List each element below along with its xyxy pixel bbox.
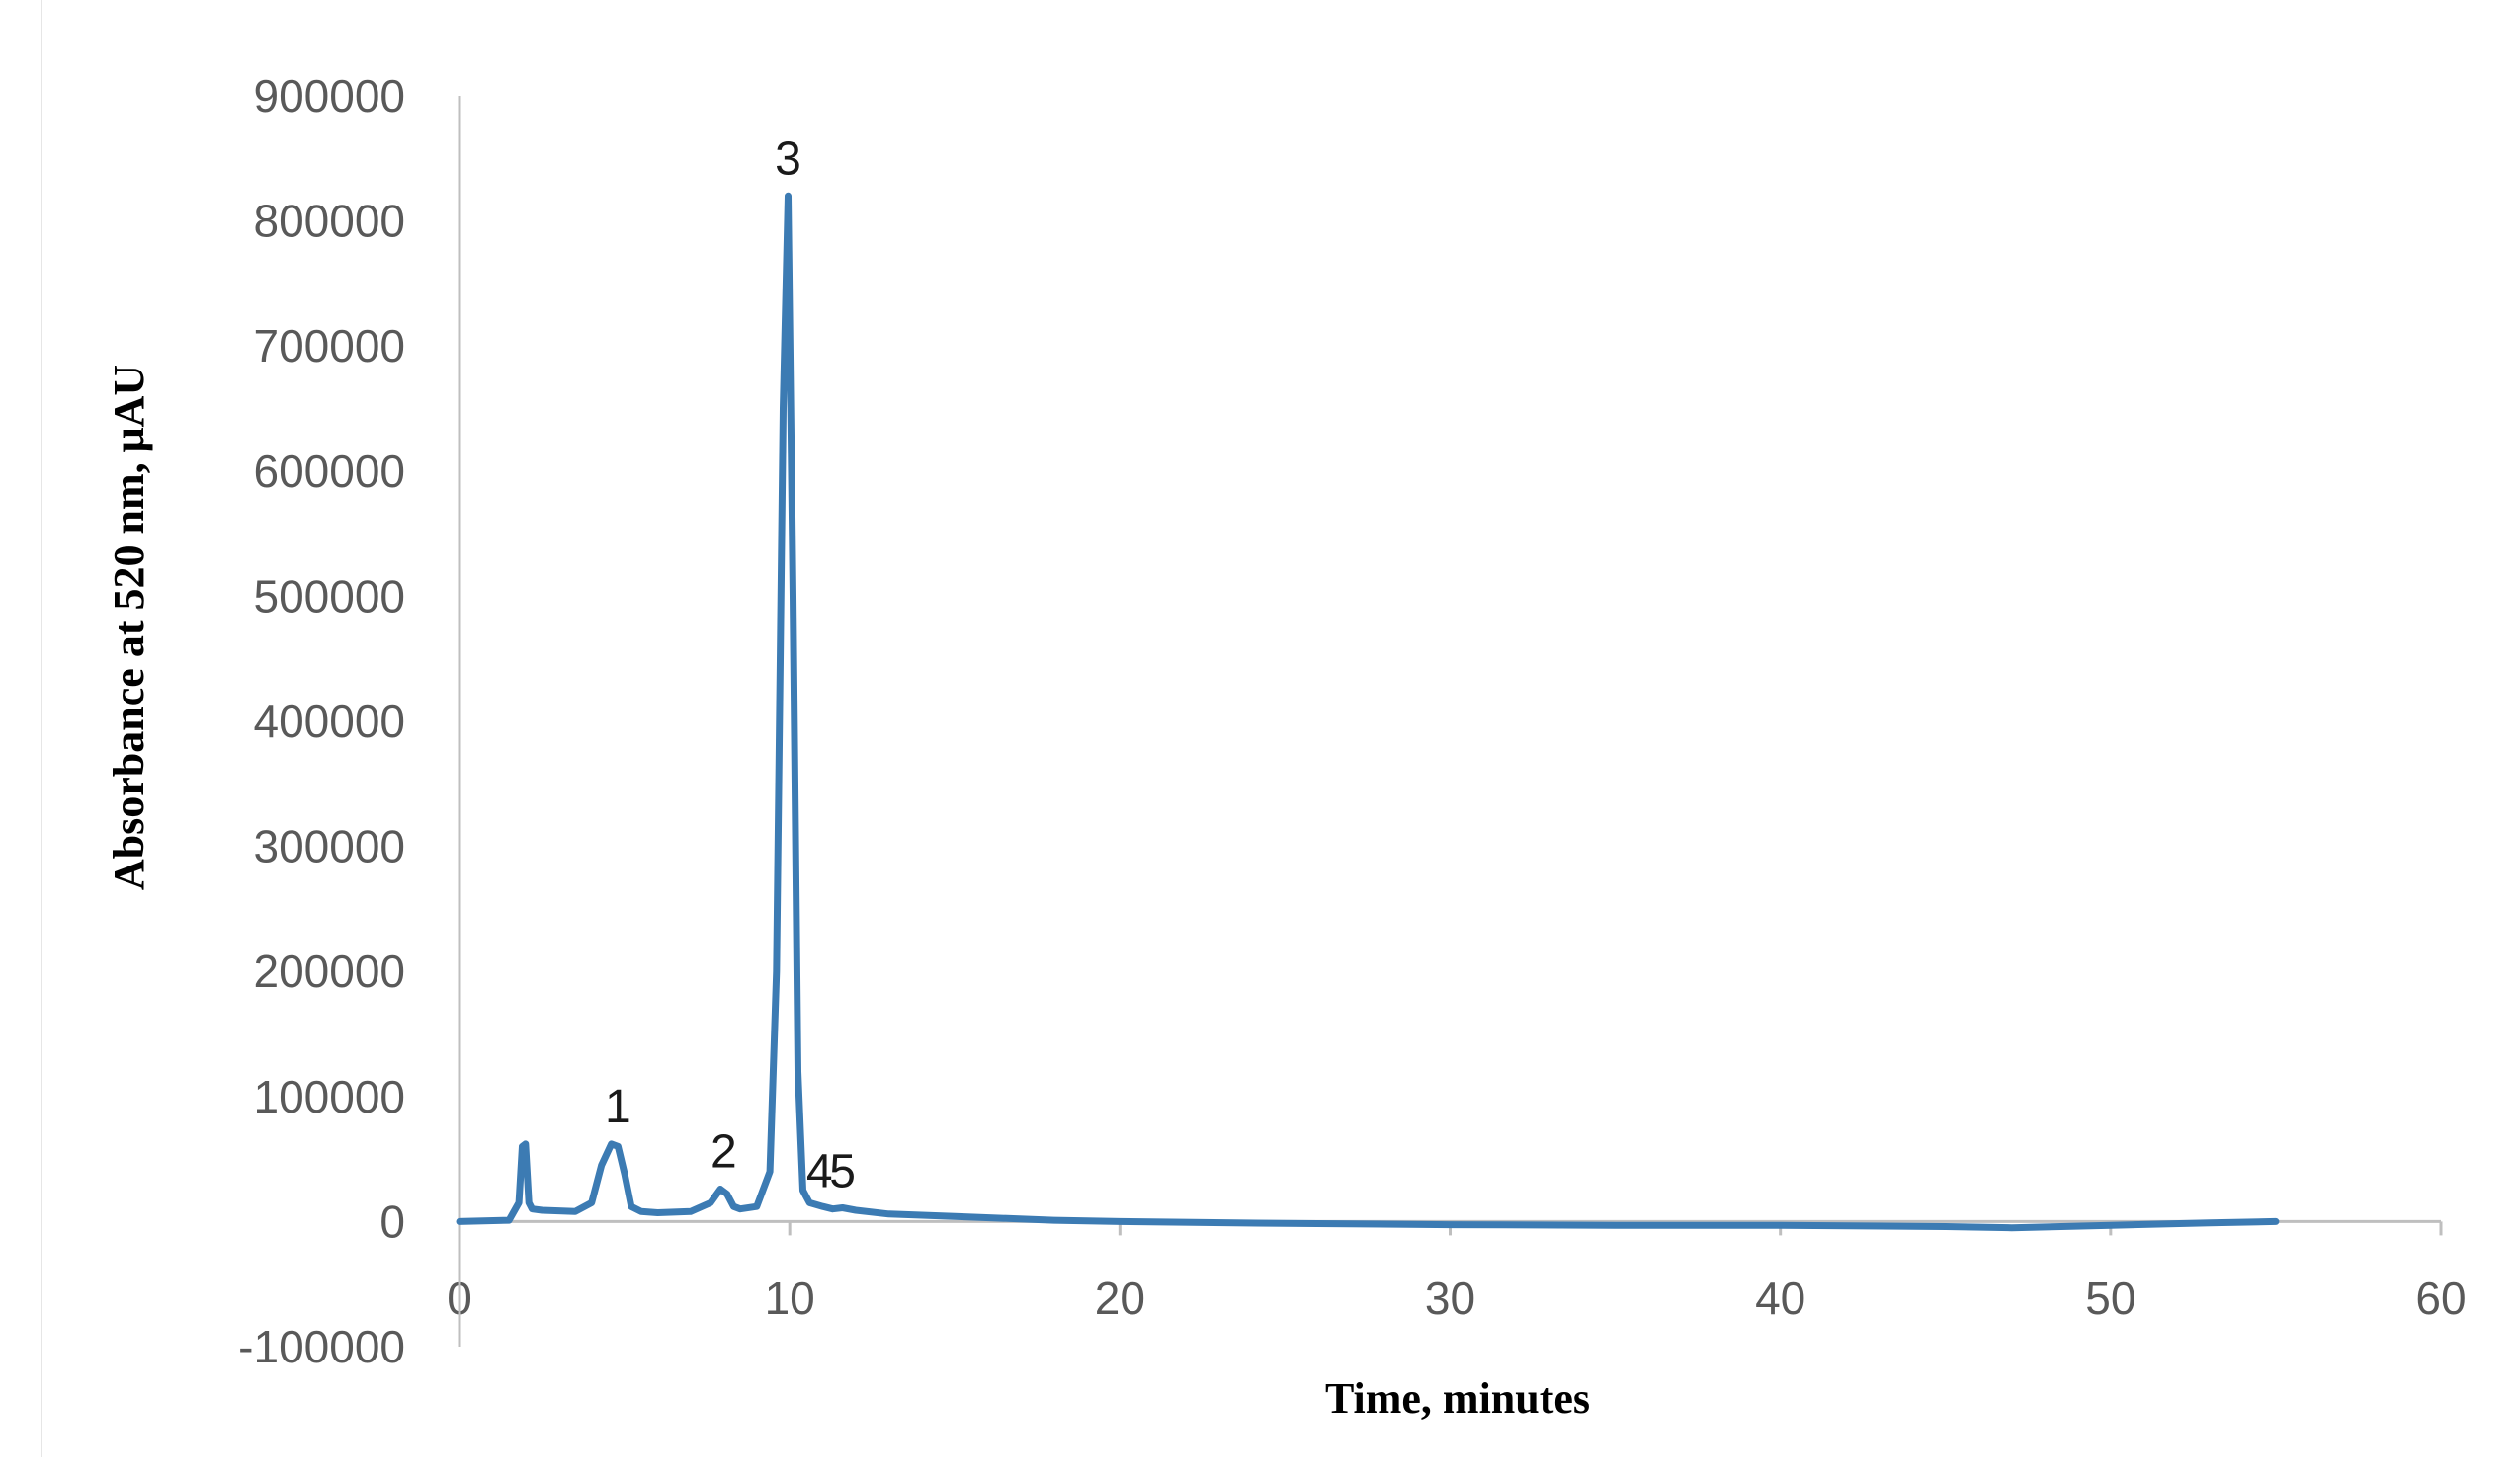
peak-label: 5	[829, 1146, 856, 1198]
y-tick-label: 500000	[254, 570, 406, 621]
y-tick-label: 0	[379, 1195, 405, 1247]
y-axis-title: Absorbance at 520 nm, μAU	[105, 365, 153, 890]
y-tick-label: 600000	[254, 446, 406, 497]
y-tick-label: 100000	[254, 1071, 406, 1122]
peak-label: 2	[711, 1125, 737, 1178]
x-tick-label: 10	[765, 1273, 815, 1324]
y-tick-label: 200000	[254, 946, 406, 997]
peak-annotations: 1 2 3 45	[605, 132, 856, 1197]
x-tick-label: 40	[1755, 1273, 1805, 1324]
y-tick-label: 800000	[254, 196, 406, 247]
x-tick-label: 30	[1425, 1273, 1475, 1324]
x-tick-label: 50	[2085, 1273, 2135, 1324]
y-tick-label: 300000	[254, 821, 406, 872]
chromatogram-trace	[456, 192, 2280, 1232]
y-tick-label: 700000	[254, 320, 406, 371]
y-axis-ticks: -100000 0 100000 200000 300000 400000 500000 60…	[238, 70, 405, 1372]
y-tick-label: 400000	[254, 696, 406, 747]
x-tick-label: 20	[1095, 1273, 1145, 1324]
peak-label: 3	[775, 132, 801, 185]
peak-label: 1	[605, 1081, 631, 1133]
x-axis-title: Time, minutes	[1325, 1374, 1590, 1423]
x-axis-ticks: 0 10 20 30 40 50 60	[447, 1221, 2467, 1324]
x-tick-label: 60	[2415, 1273, 2466, 1324]
y-tick-label: -100000	[238, 1321, 405, 1372]
series-layer	[456, 192, 2280, 1232]
peak-label: 4	[806, 1146, 833, 1198]
y-tick-label: 900000	[254, 70, 406, 122]
